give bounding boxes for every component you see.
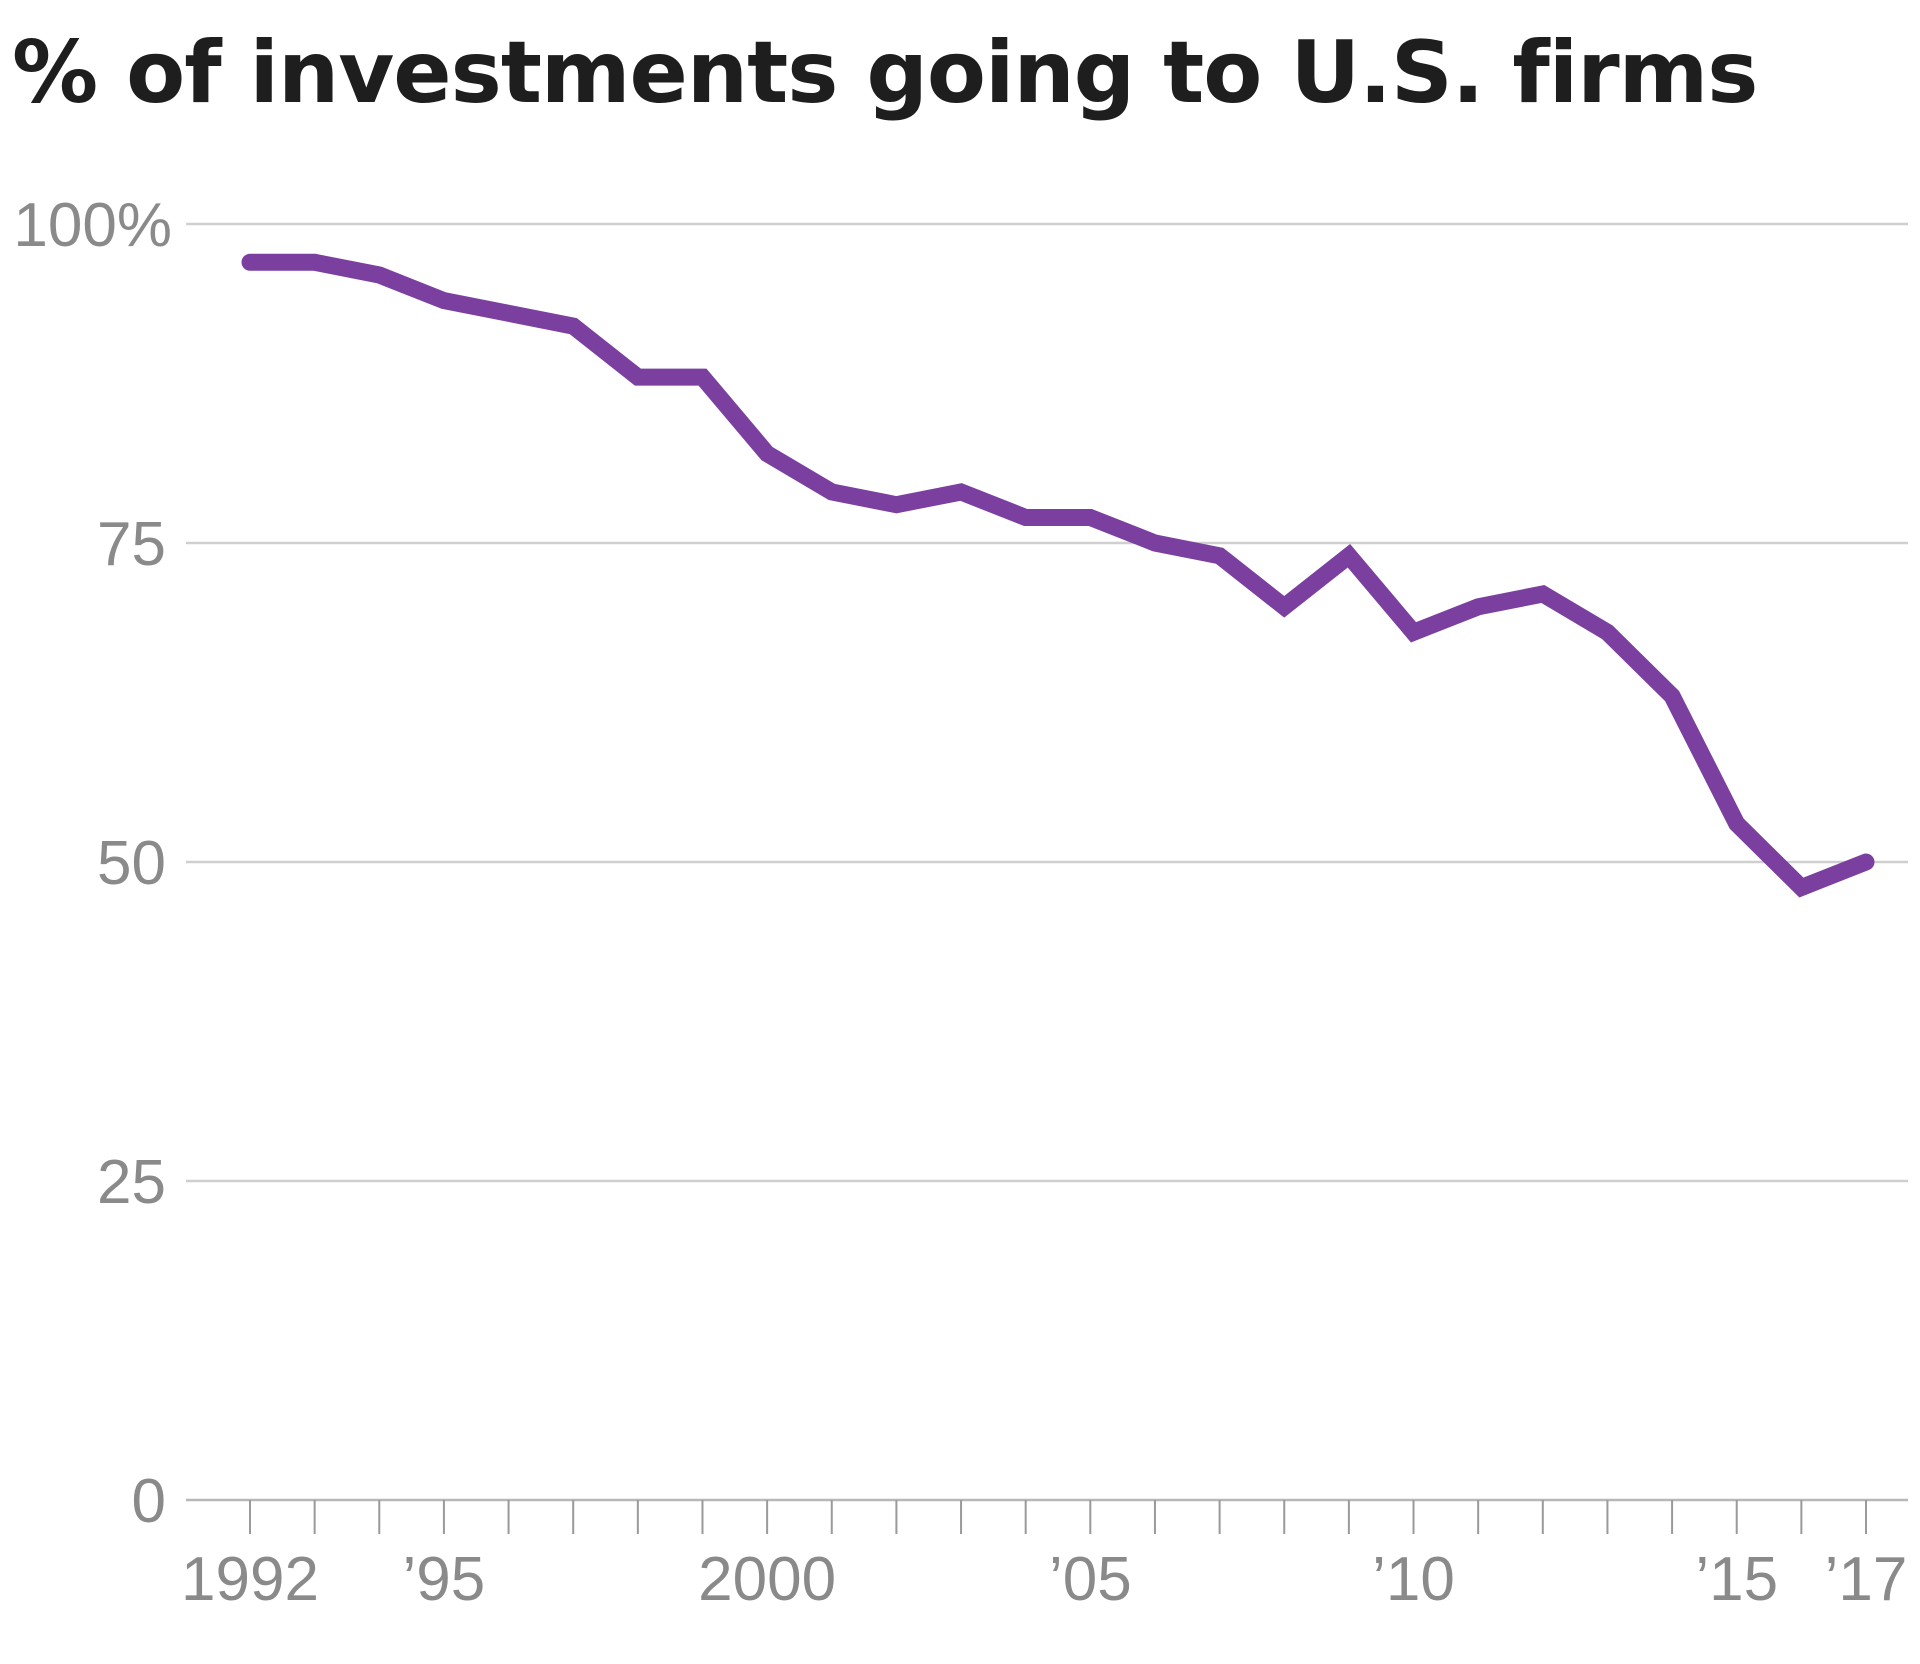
y-tick-label-50: 50 bbox=[97, 829, 166, 898]
gridlines bbox=[186, 222, 1908, 1502]
y-tick-label-25: 25 bbox=[97, 1148, 166, 1217]
x-tick-label-2010: ’10 bbox=[1372, 1545, 1455, 1614]
chart-title: % of investments going to U.S. firms bbox=[12, 23, 1758, 123]
y-tick-label-100: 100% bbox=[13, 191, 172, 260]
x-tick-label-2015: ’15 bbox=[1695, 1545, 1778, 1614]
x-axis bbox=[249, 1500, 1867, 1534]
x-tick-label-1995: ’95 bbox=[403, 1545, 486, 1614]
x-tick-label-2005: ’05 bbox=[1049, 1545, 1132, 1614]
x-tick-label-2017: ’17 bbox=[1825, 1545, 1908, 1614]
y-tick-label-0: 0 bbox=[132, 1467, 166, 1536]
series-line-0 bbox=[241, 253, 1875, 898]
y-axis-labels: 0 25 50 75 100% bbox=[13, 191, 172, 1536]
x-tick-label-1992: 1992 bbox=[181, 1545, 319, 1614]
x-axis-labels: 1992 ’95 2000 ’05 ’10 ’15 ’17 bbox=[181, 1545, 1907, 1614]
x-tick-label-2000: 2000 bbox=[698, 1545, 836, 1614]
series-layer bbox=[241, 253, 1875, 898]
y-tick-label-75: 75 bbox=[97, 510, 166, 579]
